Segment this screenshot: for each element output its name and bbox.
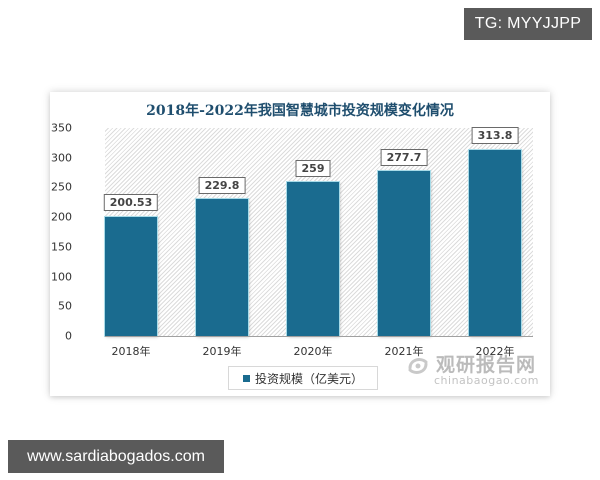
data-label-2021: 277.7: [380, 149, 428, 166]
y-tick: 0: [65, 329, 72, 343]
chart-frame: 2018年-2022年我国智慧城市投资规模变化情况 0 50 100 150 2…: [50, 92, 550, 396]
data-label-2019: 229.8: [198, 177, 246, 194]
bar-2018: [105, 216, 157, 336]
x-tick: 2020年: [293, 345, 333, 358]
data-label-2020: 259: [295, 160, 331, 177]
x-tick: 2019年: [202, 345, 242, 358]
y-tick: 150: [51, 240, 72, 254]
data-label-2018: 200.53: [103, 194, 159, 211]
chart-title: 2018年-2022年我国智慧城市投资规模变化情况: [146, 103, 454, 119]
legend: 投资规模（亿美元）: [228, 366, 378, 390]
bar-2020: [287, 182, 339, 336]
bar-2019: [196, 199, 248, 336]
site-url-overlay: www.sardiabogados.com: [8, 440, 224, 473]
data-label-2022: 313.8: [471, 127, 519, 144]
watermark-cn: 观研报告网: [436, 354, 537, 376]
x-tick: 2018年: [111, 345, 151, 358]
legend-swatch: [242, 374, 250, 382]
y-tick: 100: [51, 270, 72, 284]
bar-2021: [378, 171, 430, 336]
y-tick: 250: [51, 180, 72, 194]
y-tick: 350: [51, 121, 72, 135]
x-tick: 2021年: [384, 345, 424, 358]
bar-2022: [469, 149, 521, 336]
x-axis-line: [105, 336, 533, 337]
y-tick: 200: [51, 210, 72, 224]
x-tick: 2022年: [475, 345, 515, 358]
y-tick: 300: [51, 151, 72, 165]
swirl-logo-icon: [408, 358, 428, 374]
watermark: 观研报告网 chinabaogao.com: [406, 350, 546, 390]
y-tick: 50: [58, 299, 72, 313]
watermark-en: chinabaogao.com: [434, 374, 539, 387]
legend-label: 投资规模（亿美元）: [254, 371, 363, 386]
tg-label-overlay: TG: MYYJJPP: [464, 8, 592, 40]
